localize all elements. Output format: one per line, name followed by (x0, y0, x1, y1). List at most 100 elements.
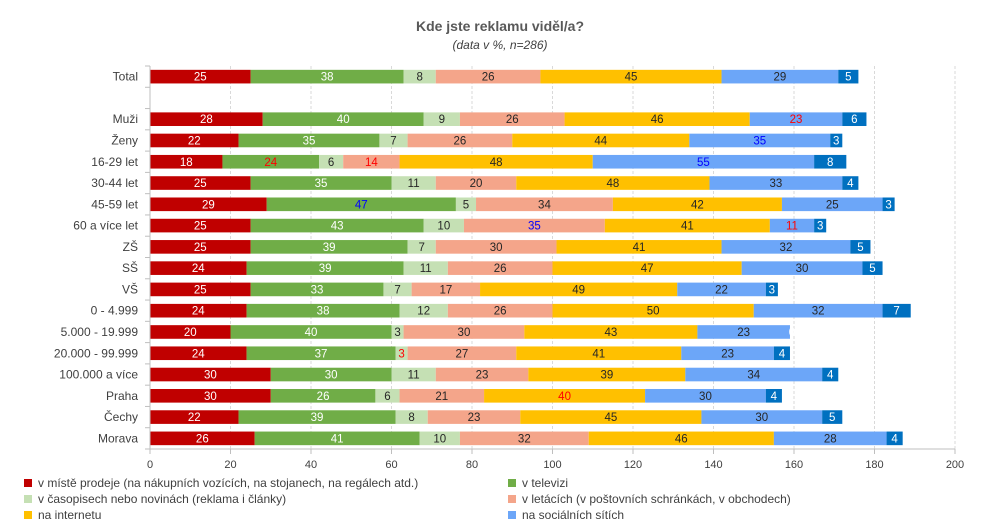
data-label: 26 (317, 391, 330, 403)
bar-segment (463, 218, 605, 233)
bar-segment (150, 325, 231, 339)
legend-swatch (24, 511, 32, 519)
x-tick-label: 40 (305, 459, 317, 471)
x-tick-label: 100 (543, 459, 561, 471)
category-label: 45-59 let (91, 197, 138, 211)
bar-segment (266, 197, 456, 212)
bar-segment (254, 431, 420, 446)
data-label: 39 (319, 263, 332, 275)
x-tick-label: 120 (624, 459, 642, 471)
data-label: 4 (827, 370, 834, 382)
bar-segment (250, 69, 404, 84)
data-label: 23 (476, 370, 489, 382)
data-label: 30 (458, 327, 471, 339)
data-label: 3 (394, 327, 400, 339)
bar-segment (230, 325, 392, 339)
bar-segment (842, 112, 867, 127)
data-label: 12 (417, 306, 430, 318)
data-label: 7 (893, 306, 899, 318)
bar-segment (512, 133, 690, 148)
data-label: 7 (394, 284, 400, 296)
data-label: 42 (691, 199, 704, 211)
axes: 0 20 40 60 80 100 120 140 160 180 200TotalMužiŽeny… (54, 65, 964, 471)
bar-segment (455, 197, 477, 212)
bar-segment (689, 133, 831, 148)
data-label: 7 (390, 135, 396, 147)
bar-segment (528, 367, 686, 382)
category-label: 16-29 let (91, 155, 138, 169)
bar-segment (516, 176, 710, 190)
data-label: 49 (572, 284, 585, 296)
bar-segment (407, 240, 436, 254)
category-label: Čechy (104, 409, 138, 424)
bar-segment (882, 303, 911, 318)
bar-segment (150, 176, 251, 190)
bar-segment (556, 240, 722, 254)
bar-segment (769, 218, 815, 233)
bar-segment (773, 346, 790, 361)
bar-segment (838, 69, 859, 84)
data-label: 24 (264, 157, 277, 169)
category-label: VŠ (122, 281, 138, 296)
data-label: 25 (194, 221, 207, 233)
bar-segment (399, 154, 593, 169)
bar-segment (375, 388, 400, 403)
data-label: 48 (606, 178, 619, 190)
legend-item: v letácích (v poštovních schránkách, v o… (508, 492, 791, 506)
chart-title: Kde jste reklamu viděl/a? (415, 18, 585, 34)
bar-segment (407, 346, 517, 361)
data-label: 32 (518, 433, 531, 445)
legend-swatch (508, 479, 516, 487)
bar-segment (343, 154, 400, 169)
x-tick-label: 160 (785, 459, 803, 471)
data-label: 5 (463, 199, 469, 211)
legend-label: v letácích (v poštovních schránkách, v o… (522, 492, 791, 506)
category-label: 30-44 let (91, 176, 138, 190)
bar-segment (391, 367, 436, 382)
data-label: 26 (494, 306, 507, 318)
bar-segment (520, 410, 702, 424)
bar-segment (411, 282, 481, 297)
bar-segment (435, 176, 517, 190)
bar-segment (721, 240, 851, 254)
bar-segment (814, 154, 847, 169)
data-label: 35 (753, 135, 766, 147)
x-tick-label: 200 (946, 459, 964, 471)
legend-swatch (24, 479, 32, 487)
data-label: 26 (494, 263, 507, 275)
bar-segment (822, 367, 839, 382)
bar-segment (391, 325, 404, 339)
data-label: 44 (594, 135, 607, 147)
bar-segment (773, 431, 887, 446)
data-label: 26 (506, 114, 519, 126)
bar-segment (765, 388, 782, 403)
bar-segment (150, 410, 239, 424)
data-label: 24 (192, 263, 205, 275)
data-label: 6 (851, 114, 857, 126)
data-label: 25 (826, 199, 839, 211)
bar-segment (830, 133, 843, 148)
data-label: 22 (188, 412, 201, 424)
bar-segment (222, 154, 320, 169)
bar-segment (435, 240, 557, 254)
data-label: 3 (885, 199, 891, 211)
data-label: 47 (641, 263, 654, 275)
bar-segment (238, 133, 380, 148)
category-label: Ženy (111, 132, 138, 147)
data-label: 11 (420, 263, 432, 275)
data-label: 39 (323, 242, 336, 254)
bar-segment (612, 197, 782, 212)
data-label: 25 (194, 72, 207, 84)
data-label: 46 (651, 114, 664, 126)
bar-segment (447, 261, 553, 275)
bar-segment (645, 388, 766, 403)
data-label: 41 (633, 242, 646, 254)
legend-item: v televizi (508, 476, 568, 490)
data-label: 10 (433, 433, 446, 445)
bar-segment (150, 303, 247, 318)
bar-segment (250, 282, 384, 297)
bar-segment (419, 431, 460, 446)
bar-segment (423, 218, 464, 233)
data-label: 50 (647, 306, 660, 318)
bars: 25 38 8 26 45 29 528 40 9 26 46 23 622 35 7 26 44 35 318 24… (150, 69, 911, 446)
